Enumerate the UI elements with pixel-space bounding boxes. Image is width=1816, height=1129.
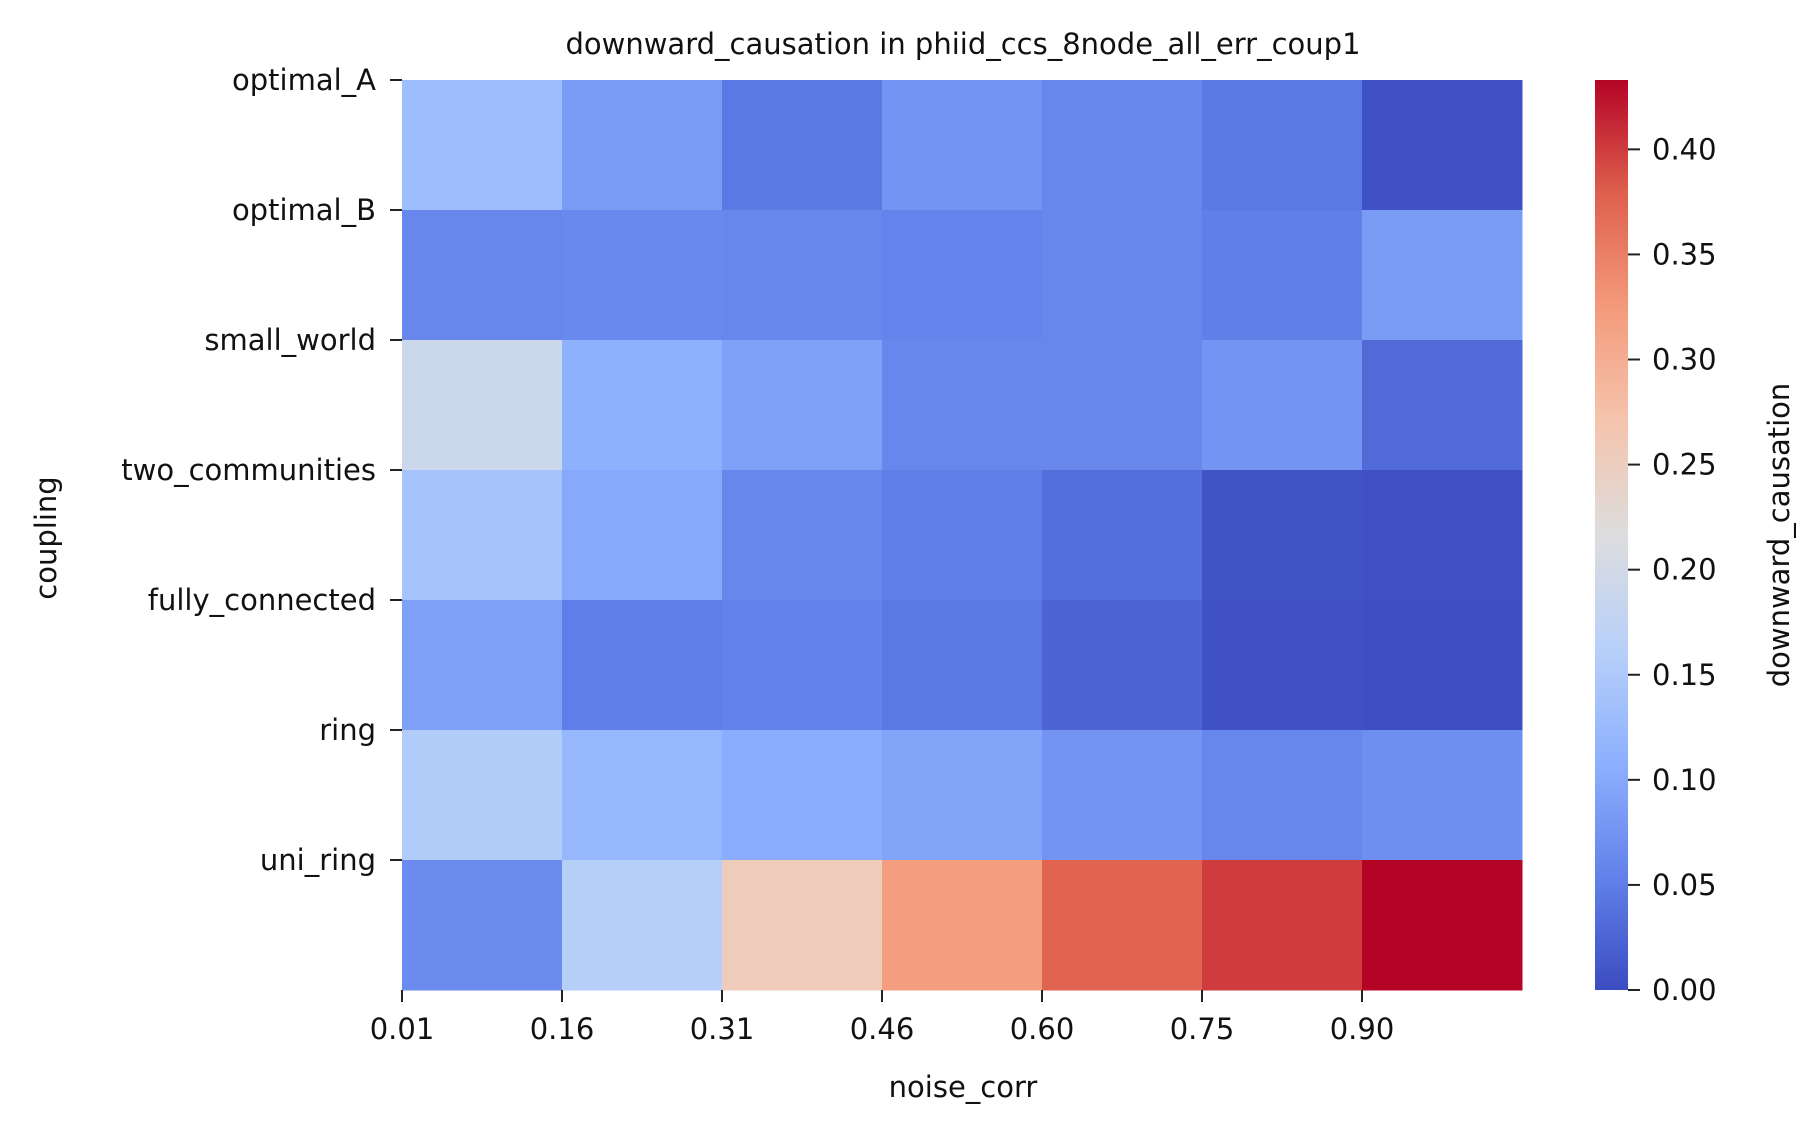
colorbar-tick-label: 0.25	[1652, 448, 1717, 482]
colorbar-tick-label: 0.35	[1652, 237, 1717, 271]
y-tick-label: ring	[319, 713, 376, 747]
heatmap-cell	[402, 730, 563, 861]
heatmap-cell	[1362, 600, 1523, 731]
heatmap-cell	[1042, 210, 1203, 341]
heatmap-cell	[722, 470, 883, 601]
heatmap-cell	[882, 730, 1043, 861]
heatmap-cell	[882, 210, 1043, 341]
x-tick-label: 0.90	[1330, 1012, 1395, 1046]
heatmap-cell	[1202, 600, 1363, 731]
heatmap-cell	[1202, 860, 1363, 991]
heatmap-cell	[1362, 210, 1523, 341]
colorbar-tick-label: 0.30	[1652, 343, 1717, 377]
heatmap-cell	[402, 470, 563, 601]
colorbar-tick-label: 0.00	[1652, 973, 1717, 1007]
heatmap-cell	[1202, 340, 1363, 471]
y-tick-label: two_communities	[121, 453, 376, 487]
heatmap-cell	[562, 600, 723, 731]
x-tick-label: 0.60	[1010, 1012, 1075, 1046]
heatmap-cell	[1042, 860, 1203, 991]
x-tick-label: 0.01	[370, 1012, 435, 1046]
colorbar	[1595, 80, 1628, 990]
heatmap-cell	[1042, 340, 1203, 471]
heatmap-cell	[1202, 80, 1363, 211]
heatmap-cell	[402, 340, 563, 471]
x-axis-title: noise_corr	[889, 1070, 1038, 1104]
chart-title: downward_causation in phiid_ccs_8node_al…	[565, 27, 1360, 61]
x-tick-label: 0.31	[690, 1012, 755, 1046]
y-tick-label: uni_ring	[260, 843, 376, 877]
heatmap-cell	[562, 340, 723, 471]
heatmap-cell	[562, 210, 723, 341]
colorbar-label: downward_causation	[1762, 383, 1796, 688]
y-tick-label: optimal_B	[232, 193, 376, 227]
y-axis: optimal_A optimal_B small_world two_communi…	[121, 63, 402, 877]
heatmap-cell	[1362, 340, 1523, 471]
heatmap-cell	[1042, 600, 1203, 731]
heatmap-cell	[1362, 470, 1523, 601]
heatmap-cell	[722, 860, 883, 991]
heatmap-cell	[402, 210, 563, 341]
x-axis: 0.01 0.16 0.31 0.46 0.60 0.75 0.90	[370, 990, 1395, 1046]
heatmap-cell	[882, 470, 1043, 601]
y-axis-title: coupling	[29, 476, 63, 599]
heatmap-cell	[722, 210, 883, 341]
y-tick-label: fully_connected	[148, 583, 376, 617]
heatmap-cell	[1362, 860, 1523, 991]
x-tick-label: 0.16	[530, 1012, 595, 1046]
heatmap-cell	[1362, 80, 1523, 211]
heatmap-cell	[1362, 730, 1523, 861]
heatmap-cell	[562, 730, 723, 861]
heatmap-cell	[1202, 470, 1363, 601]
heatmap-cell	[402, 600, 563, 731]
colorbar-tick-label: 0.05	[1652, 868, 1717, 902]
heatmap-cell	[722, 80, 883, 211]
heatmap-cell	[402, 80, 563, 211]
heatmap-cell	[1042, 80, 1203, 211]
heatmap-cell	[882, 340, 1043, 471]
x-tick-label: 0.46	[850, 1012, 915, 1046]
y-tick-label: optimal_A	[232, 63, 376, 97]
heatmap-cell	[562, 470, 723, 601]
colorbar-tick-label: 0.10	[1652, 763, 1717, 797]
y-tick-label: small_world	[204, 323, 376, 357]
heatmap-cell	[402, 860, 563, 991]
x-tick-label: 0.75	[1170, 1012, 1235, 1046]
heatmap-cell	[722, 730, 883, 861]
colorbar-ticks: 0.00 0.05 0.10 0.15 0.20 0.25 0.30 0.35 0.40	[1628, 132, 1717, 1007]
colorbar-tick-label: 0.15	[1652, 658, 1717, 692]
heatmap-cell	[722, 340, 883, 471]
heatmap-cell	[882, 860, 1043, 991]
heatmap-cell	[1202, 730, 1363, 861]
colorbar-tick-label: 0.20	[1652, 553, 1717, 587]
heatmap-cell	[1202, 210, 1363, 341]
colorbar-tick-label: 0.40	[1652, 132, 1717, 166]
heatmap-cell	[882, 600, 1043, 731]
heatmap-cell	[722, 600, 883, 731]
heatmap-cell	[882, 80, 1043, 211]
heatmap-cell	[1042, 730, 1203, 861]
heatmap-cell	[1042, 470, 1203, 601]
heatmap-cell	[562, 80, 723, 211]
heatmap-cells	[402, 80, 1523, 991]
heatmap-cell	[562, 860, 723, 991]
